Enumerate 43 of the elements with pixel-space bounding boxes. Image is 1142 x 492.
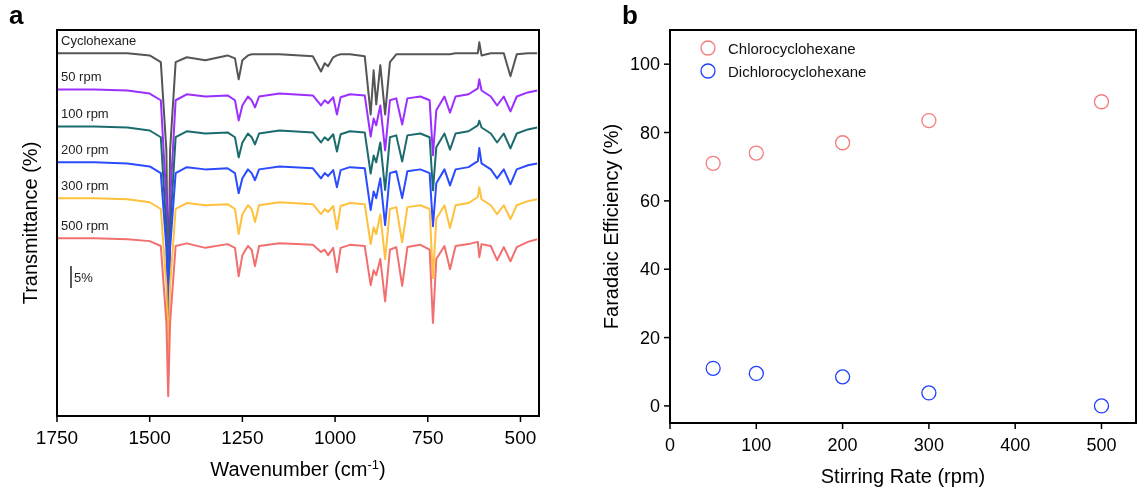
x-tick-label: 400 — [1000, 435, 1031, 455]
point — [921, 112, 937, 129]
x-tick-label: 500 — [504, 427, 537, 448]
y-tick-label: 100 — [629, 54, 660, 75]
point — [1093, 398, 1110, 414]
series-label: 50 rpm — [61, 69, 102, 85]
x-tick-label: 300 — [913, 435, 944, 455]
y-tick-label: 60 — [639, 190, 660, 211]
x-tick-label: 200 — [827, 435, 858, 455]
point — [748, 145, 764, 161]
x-tick-label: 1000 — [313, 427, 357, 448]
annotation: 5% — [74, 270, 94, 285]
legend-label: Dichlorocyclohexane — [728, 63, 867, 80]
y-axis-title: Faradaic Efficiency (%) — [600, 123, 622, 330]
chart-title: a — [9, 0, 24, 30]
x-tick-label: 1250 — [221, 427, 264, 448]
point — [834, 369, 851, 385]
series-label: 100 rpm — [61, 106, 109, 122]
x-tick-label: 750 — [411, 427, 444, 448]
point — [705, 360, 721, 376]
y-tick-label: 0 — [649, 395, 660, 416]
y-tick-label: 20 — [639, 327, 660, 348]
y-axis-title: Transmittance (%) — [19, 141, 41, 305]
chart-title: b — [622, 0, 638, 30]
legend-label: Chlorocyclohexane — [728, 40, 856, 57]
point — [748, 365, 764, 382]
series-label: 500 rpm — [61, 218, 109, 234]
x-tick-label: 1750 — [35, 427, 79, 448]
x-axis-title: Stirring Rate (rpm) — [820, 465, 986, 487]
x-tick-label: 1500 — [128, 427, 171, 448]
series-label: 200 rpm — [61, 142, 109, 158]
x-tick-label: 100 — [741, 435, 772, 455]
y-tick-label: 80 — [639, 122, 660, 143]
series-label: Cyclohexane — [61, 33, 137, 49]
x-tick-label: 0 — [664, 435, 676, 455]
x-axis-title: Wavenumber (cm$^{-1}$) — [210, 456, 386, 480]
point — [705, 155, 721, 171]
y-tick-label: 40 — [639, 259, 660, 280]
point — [834, 135, 851, 151]
x-tick-label: 500 — [1086, 435, 1117, 455]
point — [921, 385, 937, 401]
point — [1093, 94, 1110, 110]
series-label: 300 rpm — [61, 178, 109, 194]
